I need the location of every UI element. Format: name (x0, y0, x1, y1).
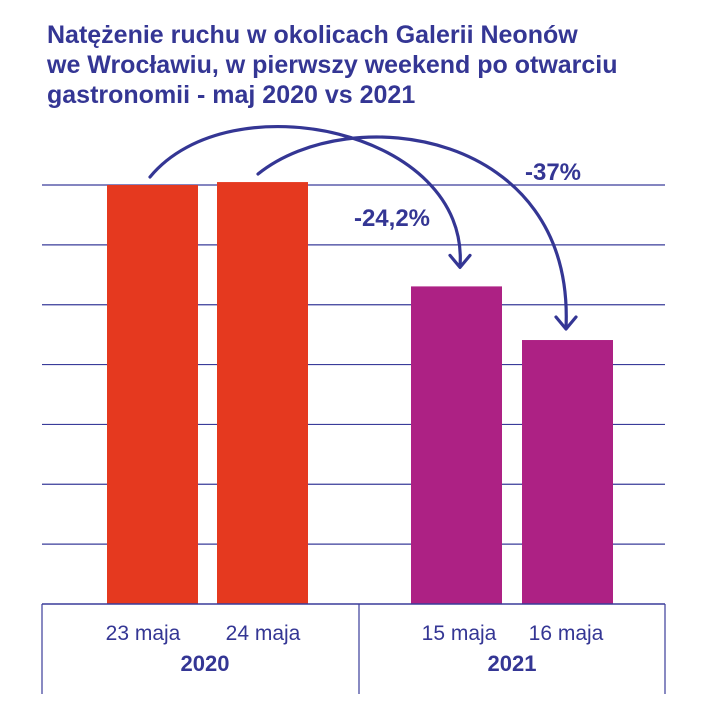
bar-23-maja (107, 185, 198, 604)
arrowhead-icon (448, 253, 472, 269)
change-arrows (148, 124, 578, 331)
x-axis-frame (41, 603, 666, 694)
arrowhead-icon (554, 315, 578, 331)
bar-15-maja (411, 286, 502, 604)
x-tick-label: 23 maja (106, 622, 181, 645)
bar-16-maja (522, 340, 613, 604)
change-label-2021-first: -24,2% (354, 205, 430, 232)
chart-title: Natężenie ruchu w okolicach Galerii Neon… (47, 20, 687, 110)
group-label-2020: 2020 (181, 651, 230, 676)
bar-24-maja (217, 182, 308, 604)
group-label-2021: 2021 (488, 651, 537, 676)
title-line-2: we Wrocławiu, w pierwszy weekend po otwa… (47, 51, 618, 79)
x-tick-label: 24 maja (226, 622, 301, 645)
group-labels: 2020 2021 (181, 651, 537, 676)
bars (107, 182, 613, 604)
x-tick-label: 16 maja (529, 622, 604, 645)
x-tick-labels: 23 maja 24 maja 15 maja 16 maja (106, 622, 604, 645)
x-tick-label: 15 maja (422, 622, 497, 645)
change-arrow-line (148, 124, 462, 268)
title-line-1: Natężenie ruchu w okolicach Galerii Neon… (47, 21, 578, 49)
title-line-3: gastronomii - maj 2020 vs 2021 (47, 81, 416, 109)
change-arrow-line (256, 135, 568, 330)
change-label-2021-second: -37% (525, 159, 581, 186)
